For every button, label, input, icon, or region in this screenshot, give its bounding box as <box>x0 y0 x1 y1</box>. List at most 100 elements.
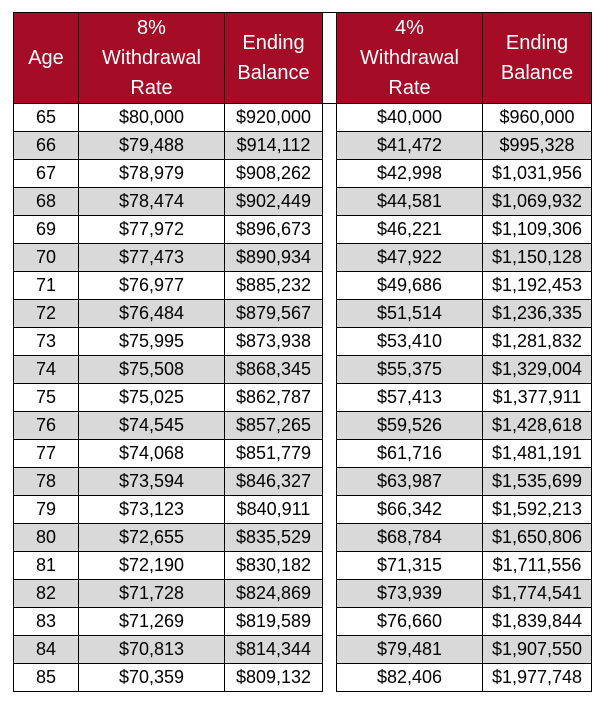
balance-8pct-cell: $902,449 <box>224 187 323 216</box>
withdrawal-4pct-cell: $73,939 <box>336 579 483 608</box>
header-row: Age 8% Withdrawal Rate Ending Balance 4% Wit… <box>13 12 592 104</box>
withdrawal-4pct-cell: $49,686 <box>336 271 483 300</box>
balance-4pct-cell: $1,109,306 <box>482 215 592 244</box>
withdrawal-4pct-cell: $51,514 <box>336 299 483 328</box>
balance-8pct-cell: $890,934 <box>224 243 323 272</box>
spacer-cell <box>322 607 337 636</box>
withdrawal-4pct-cell: $40,000 <box>336 103 483 132</box>
table-row: 72 $76,484 $879,567 $51,514 $1,236,335 <box>13 299 592 328</box>
balance-4pct-cell: $1,377,911 <box>482 383 592 412</box>
age-cell: 74 <box>13 355 79 384</box>
age-cell: 77 <box>13 439 79 468</box>
spacer-cell <box>322 243 337 272</box>
balance-4pct-cell: $1,150,128 <box>482 243 592 272</box>
table-row: 79 $73,123 $840,911 $66,342 $1,592,213 <box>13 495 592 524</box>
spacer-cell <box>322 439 337 468</box>
withdrawal-4pct-cell: $76,660 <box>336 607 483 636</box>
table-row: 82 $71,728 $824,869 $73,939 $1,774,541 <box>13 579 592 608</box>
withdrawal-4pct-cell: $57,413 <box>336 383 483 412</box>
withdrawal-8pct-cell: $71,269 <box>78 607 225 636</box>
withdrawal-8pct-cell: $79,488 <box>78 131 225 160</box>
balance-4pct-cell: $995,328 <box>482 131 592 160</box>
withdrawal-8pct-cell: $74,545 <box>78 411 225 440</box>
withdrawal-4pct-cell: $42,998 <box>336 159 483 188</box>
withdrawal-8pct-cell: $78,979 <box>78 159 225 188</box>
spacer-cell <box>322 103 337 132</box>
age-cell: 73 <box>13 327 79 356</box>
balance-4pct-cell: $960,000 <box>482 103 592 132</box>
table-row: 73 $75,995 $873,938 $53,410 $1,281,832 <box>13 327 592 356</box>
balance-4pct-cell: $1,192,453 <box>482 271 592 300</box>
spacer-cell <box>322 551 337 580</box>
table-row: 71 $76,977 $885,232 $49,686 $1,192,453 <box>13 271 592 300</box>
withdrawal-4pct-cell: $66,342 <box>336 495 483 524</box>
withdrawal-8pct-cell: $74,068 <box>78 439 225 468</box>
age-cell: 80 <box>13 523 79 552</box>
balance-4pct-cell: $1,069,932 <box>482 187 592 216</box>
balance-4pct-cell: $1,907,550 <box>482 635 592 664</box>
header-8pct-ending-balance: Ending Balance <box>224 12 323 104</box>
age-cell: 79 <box>13 495 79 524</box>
table-row: 69 $77,972 $896,673 $46,221 $1,109,306 <box>13 215 592 244</box>
spacer-cell <box>322 355 337 384</box>
spacer-cell <box>322 271 337 300</box>
header-age: Age <box>13 12 79 104</box>
balance-8pct-cell: $830,182 <box>224 551 323 580</box>
withdrawal-8pct-cell: $80,000 <box>78 103 225 132</box>
withdrawal-4pct-cell: $61,716 <box>336 439 483 468</box>
table-row: 74 $75,508 $868,345 $55,375 $1,329,004 <box>13 355 592 384</box>
balance-8pct-cell: $840,911 <box>224 495 323 524</box>
balance-8pct-cell: $846,327 <box>224 467 323 496</box>
withdrawal-rate-table: Age 8% Withdrawal Rate Ending Balance 4% Wit… <box>13 12 592 692</box>
withdrawal-8pct-cell: $70,359 <box>78 663 225 692</box>
balance-4pct-cell: $1,428,618 <box>482 411 592 440</box>
withdrawal-4pct-cell: $79,481 <box>336 635 483 664</box>
withdrawal-4pct-cell: $53,410 <box>336 327 483 356</box>
balance-4pct-cell: $1,650,806 <box>482 523 592 552</box>
balance-8pct-cell: $851,779 <box>224 439 323 468</box>
spacer-cell <box>322 635 337 664</box>
withdrawal-8pct-cell: $75,508 <box>78 355 225 384</box>
balance-8pct-cell: $809,132 <box>224 663 323 692</box>
table-row: 75 $75,025 $862,787 $57,413 $1,377,911 <box>13 383 592 412</box>
balance-4pct-cell: $1,329,004 <box>482 355 592 384</box>
balance-8pct-cell: $879,567 <box>224 299 323 328</box>
balance-8pct-cell: $835,529 <box>224 523 323 552</box>
table-row: 66 $79,488 $914,112 $41,472 $995,328 <box>13 131 592 160</box>
balance-4pct-cell: $1,031,956 <box>482 159 592 188</box>
balance-8pct-cell: $914,112 <box>224 131 323 160</box>
spacer-cell <box>322 187 337 216</box>
age-cell: 65 <box>13 103 79 132</box>
withdrawal-8pct-cell: $77,473 <box>78 243 225 272</box>
balance-8pct-cell: $857,265 <box>224 411 323 440</box>
balance-4pct-cell: $1,281,832 <box>482 327 592 356</box>
table-row: 80 $72,655 $835,529 $68,784 $1,650,806 <box>13 523 592 552</box>
balance-4pct-cell: $1,236,335 <box>482 299 592 328</box>
table-row: 76 $74,545 $857,265 $59,526 $1,428,618 <box>13 411 592 440</box>
age-cell: 84 <box>13 635 79 664</box>
header-8pct-withdrawal-rate: 8% Withdrawal Rate <box>78 12 225 104</box>
table-row: 68 $78,474 $902,449 $44,581 $1,069,932 <box>13 187 592 216</box>
withdrawal-4pct-cell: $41,472 <box>336 131 483 160</box>
withdrawal-8pct-cell: $75,995 <box>78 327 225 356</box>
age-cell: 69 <box>13 215 79 244</box>
table-row: 84 $70,813 $814,344 $79,481 $1,907,550 <box>13 635 592 664</box>
withdrawal-8pct-cell: $73,594 <box>78 467 225 496</box>
withdrawal-8pct-cell: $71,728 <box>78 579 225 608</box>
balance-4pct-cell: $1,592,213 <box>482 495 592 524</box>
withdrawal-8pct-cell: $70,813 <box>78 635 225 664</box>
age-cell: 72 <box>13 299 79 328</box>
table-row: 65 $80,000 $920,000 $40,000 $960,000 <box>13 103 592 132</box>
age-cell: 70 <box>13 243 79 272</box>
withdrawal-4pct-cell: $44,581 <box>336 187 483 216</box>
age-cell: 67 <box>13 159 79 188</box>
balance-4pct-cell: $1,839,844 <box>482 607 592 636</box>
spacer-cell <box>322 579 337 608</box>
header-4pct-withdrawal-rate: 4% Withdrawal Rate <box>336 12 483 104</box>
withdrawal-8pct-cell: $72,655 <box>78 523 225 552</box>
age-cell: 85 <box>13 663 79 692</box>
spacer-cell <box>322 159 337 188</box>
balance-8pct-cell: $868,345 <box>224 355 323 384</box>
table-row: 70 $77,473 $890,934 $47,922 $1,150,128 <box>13 243 592 272</box>
balance-8pct-cell: $819,589 <box>224 607 323 636</box>
